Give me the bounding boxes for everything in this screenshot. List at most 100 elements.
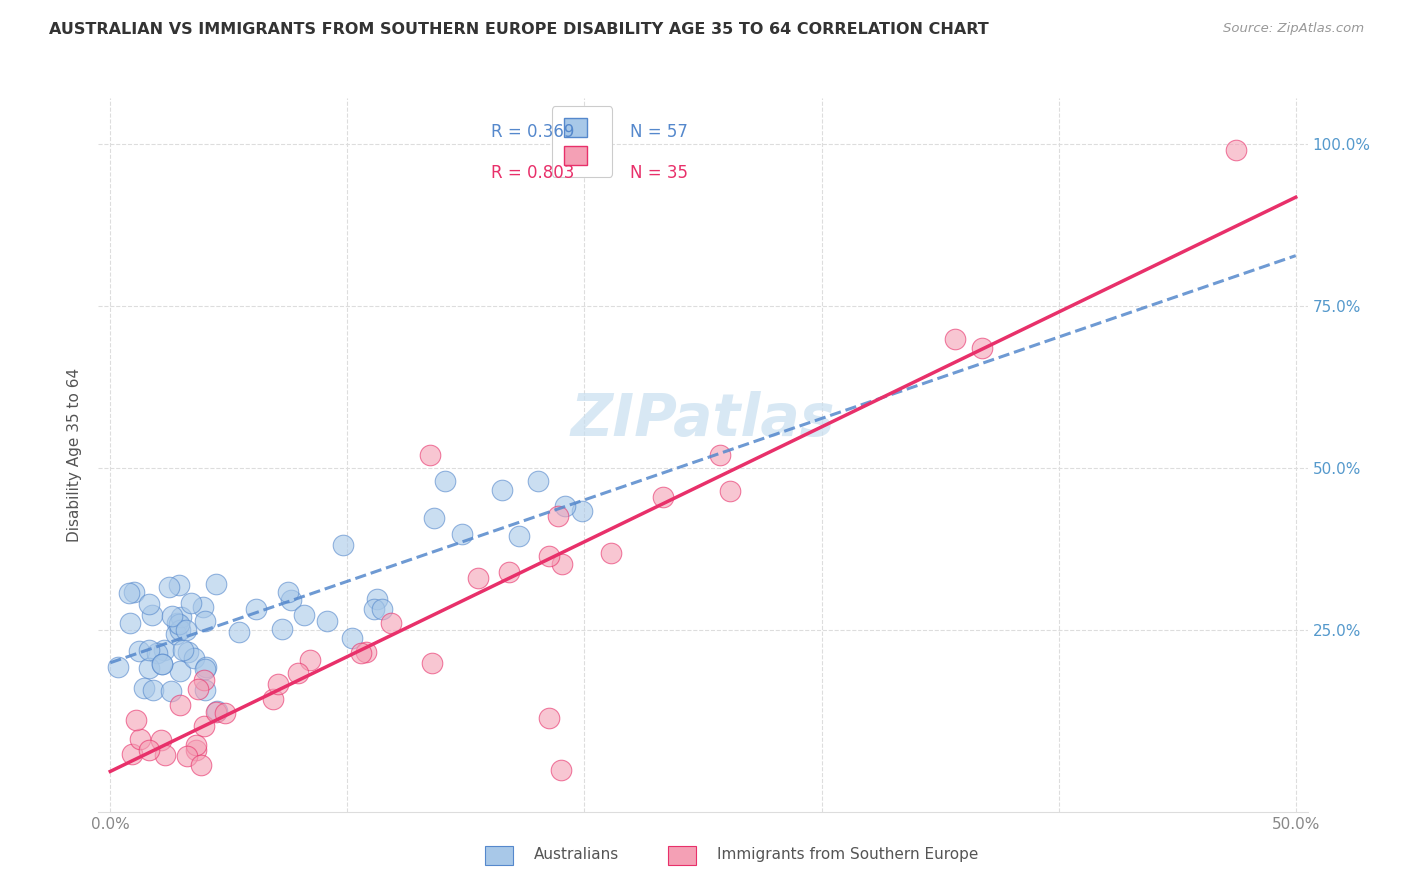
Text: R = 0.369: R = 0.369 (492, 123, 575, 141)
Point (169, 624, 191, 638)
Point (172, 643, 194, 657)
Point (184, 738, 207, 752)
Point (138, 743, 160, 757)
Point (194, 683, 217, 698)
Point (245, 601, 267, 615)
Point (169, 617, 191, 632)
Point (146, 646, 169, 660)
Point (125, 714, 148, 728)
Point (262, 692, 284, 706)
Point (718, 483, 741, 498)
Point (128, 644, 150, 658)
Point (537, 711, 560, 725)
Point (228, 624, 250, 639)
Text: AUSTRALIAN VS IMMIGRANTS FROM SOUTHERN EUROPE DISABILITY AGE 35 TO 64 CORRELATIO: AUSTRALIAN VS IMMIGRANTS FROM SOUTHERN E… (49, 22, 988, 37)
Point (169, 664, 191, 678)
Text: N = 35: N = 35 (630, 164, 689, 182)
Point (366, 592, 388, 607)
Point (204, 705, 226, 719)
Point (277, 584, 299, 599)
Point (149, 732, 172, 747)
Point (350, 646, 373, 660)
Text: R = 0.803: R = 0.803 (492, 164, 575, 182)
Point (467, 570, 489, 584)
Point (354, 645, 377, 659)
Point (340, 631, 363, 645)
Point (709, 448, 731, 462)
Point (122, 585, 145, 599)
Point (508, 529, 530, 543)
Point (176, 645, 198, 659)
Point (138, 661, 160, 675)
Point (332, 539, 354, 553)
Point (600, 545, 623, 559)
Point (451, 527, 474, 541)
Point (287, 665, 309, 680)
Point (138, 643, 160, 657)
Point (193, 719, 215, 733)
Point (547, 509, 569, 524)
Point (141, 608, 163, 623)
Point (271, 623, 294, 637)
Y-axis label: Disability Age 35 to 64: Disability Age 35 to 64 (67, 368, 83, 542)
Point (107, 660, 129, 674)
Point (121, 747, 143, 761)
Point (1225, 143, 1247, 157)
Point (433, 474, 456, 488)
Point (166, 615, 188, 630)
Point (498, 565, 520, 579)
Point (142, 683, 165, 698)
Point (190, 757, 212, 772)
Point (420, 656, 443, 670)
Point (193, 600, 215, 615)
Text: Source: ZipAtlas.com: Source: ZipAtlas.com (1223, 22, 1364, 36)
Point (652, 490, 675, 504)
Point (174, 623, 197, 637)
Point (118, 615, 141, 630)
Point (169, 698, 191, 713)
Point (943, 332, 966, 346)
Legend: , : , (553, 106, 612, 177)
Text: N = 57: N = 57 (630, 123, 689, 141)
Point (380, 615, 402, 630)
Point (118, 586, 141, 600)
Point (423, 511, 446, 525)
Point (316, 614, 339, 628)
Point (183, 651, 205, 665)
Point (150, 657, 173, 672)
Point (180, 596, 202, 610)
Point (527, 474, 550, 488)
Point (153, 748, 176, 763)
Point (167, 578, 190, 592)
Point (207, 704, 229, 718)
Point (160, 608, 183, 623)
Point (194, 660, 217, 674)
Point (537, 549, 560, 564)
Point (152, 643, 174, 657)
Point (160, 683, 183, 698)
Point (419, 448, 441, 462)
Point (187, 682, 209, 697)
Point (194, 614, 217, 628)
Point (150, 657, 173, 671)
Point (165, 626, 187, 640)
Point (157, 580, 180, 594)
Point (193, 673, 215, 687)
Point (194, 662, 217, 676)
Point (292, 608, 315, 623)
Point (214, 706, 236, 720)
Point (134, 681, 156, 696)
Point (363, 602, 385, 616)
Point (554, 499, 576, 513)
Point (298, 653, 321, 667)
Text: Australians: Australians (534, 847, 620, 862)
Point (186, 743, 208, 757)
Point (128, 731, 150, 746)
Point (972, 341, 994, 355)
Point (138, 597, 160, 611)
Point (170, 610, 193, 624)
Point (491, 483, 513, 497)
Point (280, 593, 302, 607)
Point (551, 558, 574, 572)
Point (176, 749, 198, 764)
